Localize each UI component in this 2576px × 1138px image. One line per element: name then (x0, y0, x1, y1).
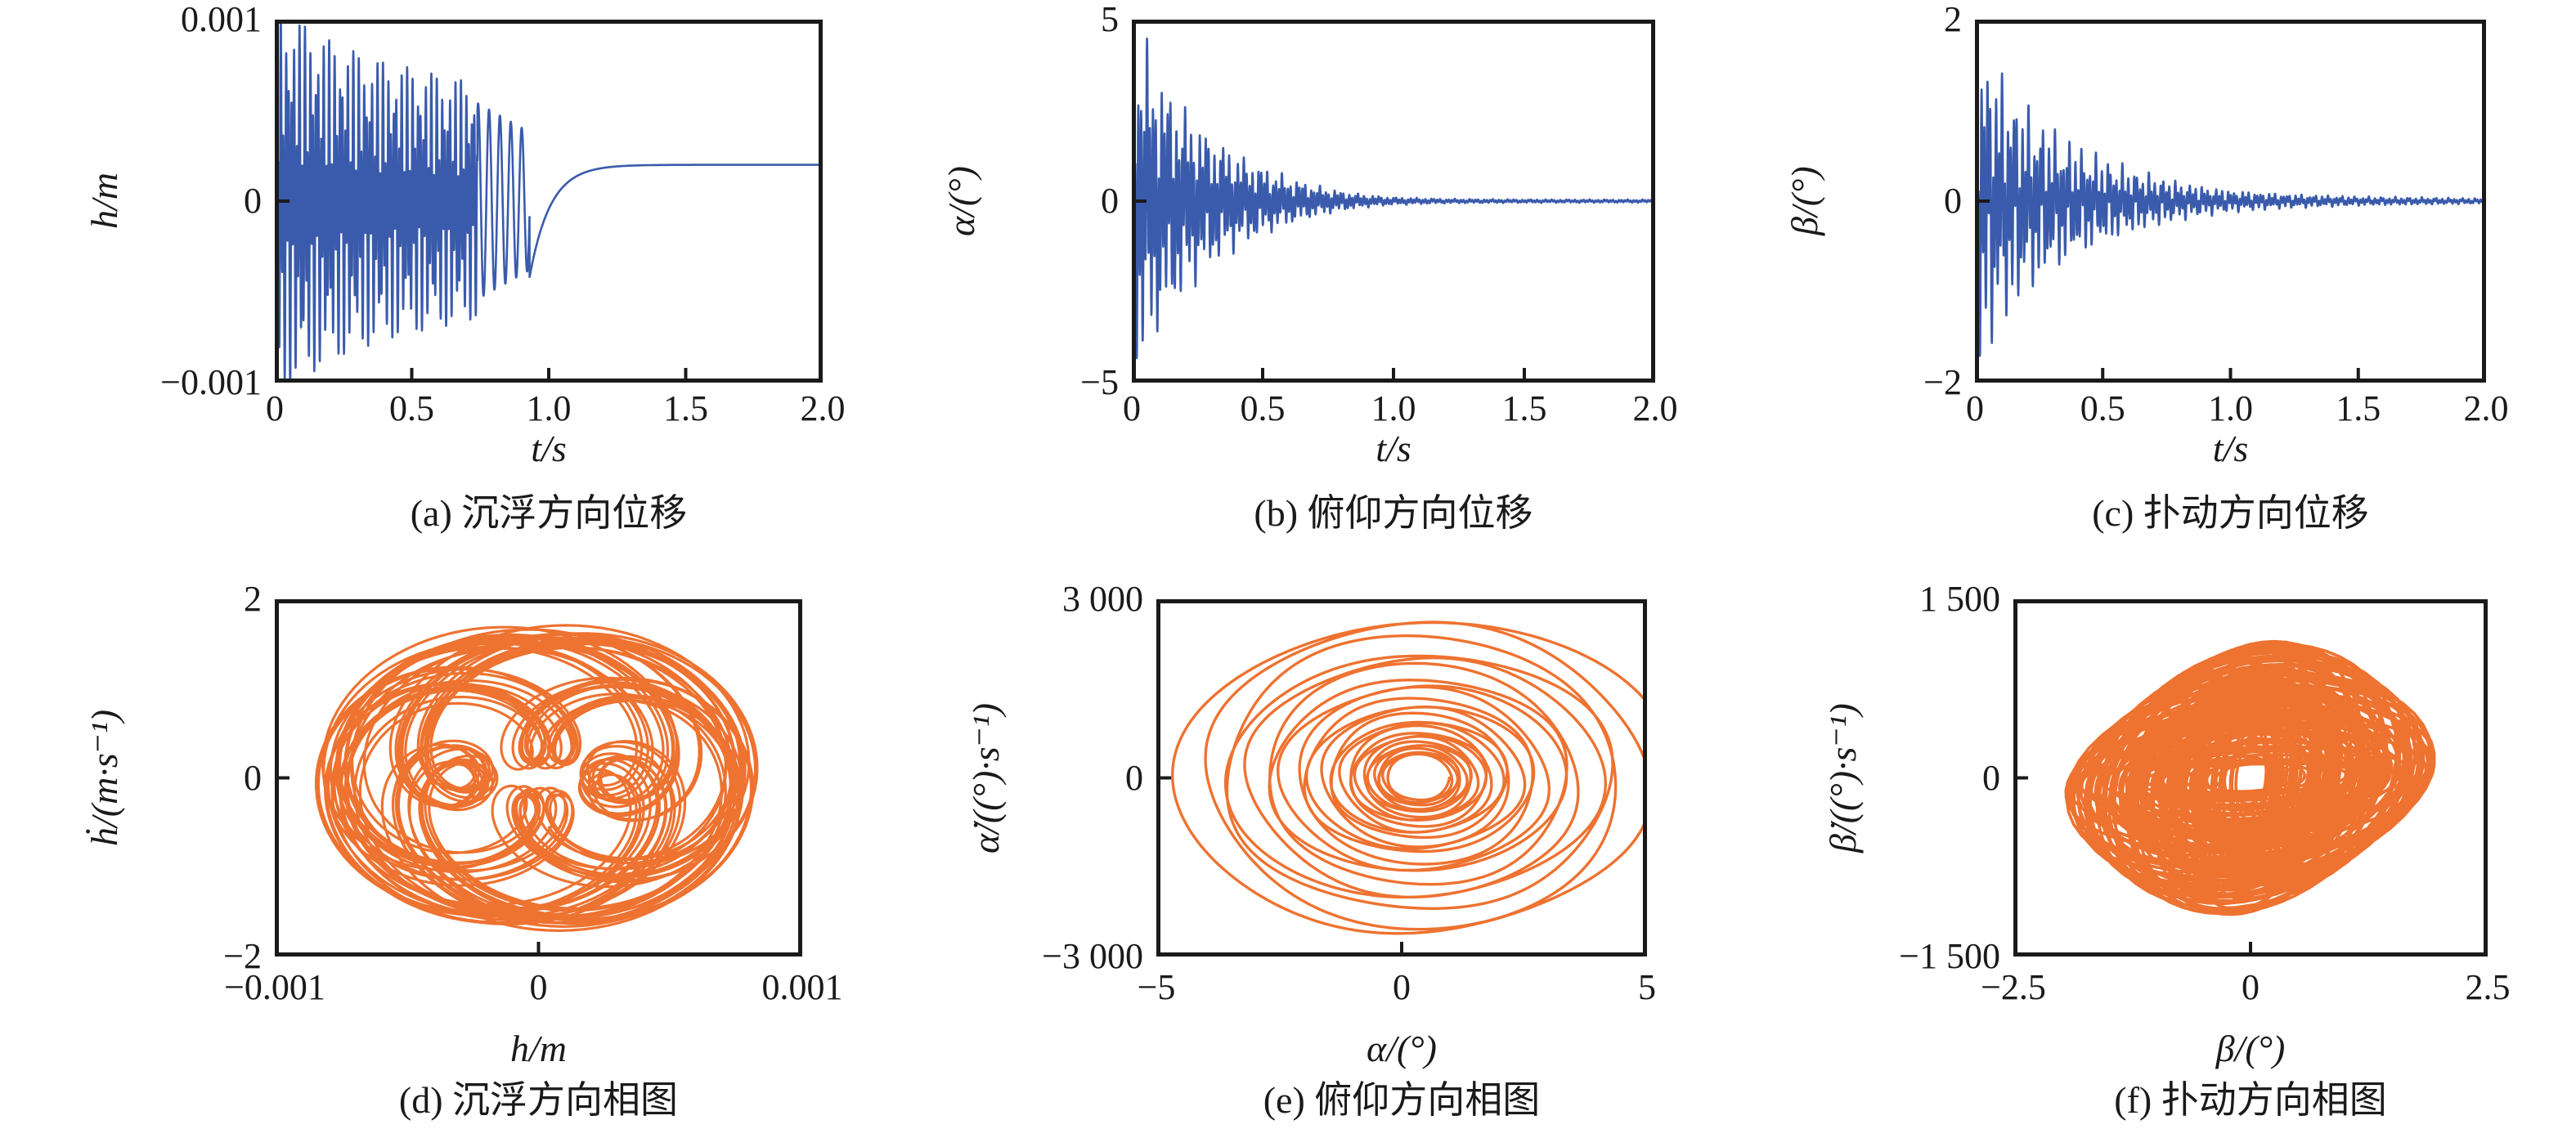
x-tick-label: 0 (1123, 388, 1141, 428)
series-line-a (275, 20, 823, 383)
y-tick-label: −5 (1080, 362, 1119, 402)
subplot-f: β̇/((°)·s⁻¹) 1 500 0 −1 500 −2.5 0 2.5 β/(°)… (1822, 581, 2511, 1122)
subplot-b: α/(°) 5 0 −5 0 0.5 1.0 1.5 2.0 t/s (b) 俯仰方向位移 (940, 2, 1678, 535)
x-tick-labels-e: −5 0 5 (1138, 967, 1656, 1010)
y-tick-label: 0 (1125, 757, 1143, 798)
y-tick-label: 1 500 (1919, 579, 2000, 619)
x-tick-label: 1.0 (1371, 388, 1416, 428)
y-tick-label: 0.001 (181, 0, 262, 39)
series-line-d (315, 624, 759, 932)
caption-e: (e) 俯仰方向相图 (1263, 1079, 1541, 1121)
series-line-e (1171, 621, 1647, 935)
y-tick-label: 5 (1101, 0, 1119, 39)
x-tick-label: 5 (1638, 967, 1656, 1007)
y-tick-labels-e: 3 000 0 −3 000 (980, 581, 1143, 974)
x-tick-label: 0 (529, 967, 548, 1007)
y-tick-label: −2 (223, 936, 262, 976)
y-tick-labels-c: 2 0 −2 (1798, 2, 1962, 401)
x-axis-label-b: t/s (1376, 428, 1411, 469)
x-tick-label: 2.0 (800, 388, 846, 428)
x-tick-label: 2.0 (2463, 388, 2509, 428)
x-tick-label: 0.5 (2080, 388, 2125, 428)
caption-c: (c) 扑动方向位移 (2092, 492, 2369, 534)
y-tick-label: 0 (1944, 181, 1962, 221)
x-tick-labels-b: 0 0.5 1.0 1.5 2.0 (1123, 388, 1678, 432)
x-tick-label: 2.0 (1632, 388, 1678, 428)
x-tick-labels-f: −2.5 0 2.5 (1981, 967, 2510, 1010)
x-tick-label: 1.5 (2336, 388, 2381, 428)
plot-canvas-d (275, 599, 802, 957)
x-tick-labels-c: 0 0.5 1.0 1.5 2.0 (1966, 388, 2509, 432)
x-axis-label-f: β/(°) (2215, 1028, 2286, 1069)
x-tick-label: −2.5 (1981, 967, 2046, 1007)
y-tick-label: 0 (1101, 181, 1119, 221)
x-tick-label: 2.5 (2465, 967, 2511, 1007)
x-tick-labels-a: 0 0.5 1.0 1.5 2.0 (266, 388, 846, 432)
caption-f: (f) 扑动方向相图 (2114, 1079, 2387, 1121)
y-tick-label: 0 (244, 757, 262, 798)
x-tick-labels-d: −0.001 0 0.001 (224, 967, 842, 1010)
x-axis-label-c: t/s (2212, 428, 2249, 469)
plot-canvas-a (275, 20, 823, 383)
subplot-c: β/(°) 2 0 −2 0 0.5 1.0 1.5 2.0 t/s (c) 扑动方向位移 (1784, 2, 2509, 535)
y-tick-label: −2 (1923, 362, 1962, 402)
x-tick-label: 0 (2242, 967, 2260, 1007)
series-line-c (1975, 25, 2486, 357)
y-tick-label: 0 (1982, 757, 2000, 798)
series-line-b (1132, 37, 1655, 360)
y-tick-labels-d: 2 0 −2 (98, 581, 262, 974)
subplot-e: α̇/((°)·s⁻¹) 3 000 0 −3 000 −5 0 5 α/(°) (e)… (965, 581, 1656, 1122)
x-tick-label: −5 (1137, 967, 1176, 1007)
x-tick-label: 0.5 (1240, 388, 1286, 428)
y-tick-labels-f: 1 500 0 −1 500 (1837, 581, 2000, 974)
y-tick-label: 0 (244, 181, 262, 221)
x-tick-label: 0.001 (761, 967, 843, 1007)
x-tick-label: 0 (1393, 967, 1411, 1007)
x-tick-label: 0.5 (389, 388, 434, 428)
plot-canvas-e (1156, 599, 1647, 957)
y-tick-label: 2 (1944, 0, 1962, 39)
y-tick-label: 2 (244, 579, 262, 619)
axes-frame-e (1156, 599, 1647, 957)
subplot-a: h/m 0.001 0 −0.001 0 0.5 1.0 1.5 2.0 t/s (a) 沉… (83, 2, 846, 535)
y-tick-label: −3 000 (1042, 936, 1143, 976)
y-tick-label: −0.001 (160, 362, 262, 402)
caption-d: (d) 沉浮方向相图 (398, 1079, 679, 1121)
y-tick-label: −1 500 (1899, 936, 2000, 976)
x-axis-label-d: h/m (510, 1028, 567, 1069)
x-tick-label: 1.5 (663, 388, 708, 428)
x-tick-label: 1.0 (2208, 388, 2253, 428)
plot-canvas-f (2013, 599, 2488, 957)
y-tick-labels-a: 0.001 0 −0.001 (98, 2, 262, 401)
x-tick-label: 1.0 (526, 388, 572, 428)
y-tick-label: 3 000 (1062, 579, 1143, 619)
y-tick-labels-b: 5 0 −5 (955, 2, 1119, 401)
plot-canvas-b (1132, 20, 1655, 383)
x-tick-label: 0 (1966, 388, 1984, 428)
subplot-d: ḣ/(m·s⁻¹) 2 0 −2 −0.001 0 0.001 h/m (d) 沉浮方向… (83, 581, 843, 1122)
x-tick-label: 0 (266, 388, 284, 428)
x-axis-label-e: α/(°) (1367, 1028, 1437, 1069)
plot-canvas-c (1975, 20, 2486, 383)
caption-a: (a) 沉浮方向位移 (410, 492, 688, 534)
caption-b: (b) 俯仰方向位移 (1254, 492, 1533, 534)
series-line-f (2064, 639, 2436, 916)
x-tick-label: −0.001 (224, 967, 325, 1007)
x-tick-label: 1.5 (1501, 388, 1547, 428)
x-axis-label-a: t/s (531, 428, 567, 469)
